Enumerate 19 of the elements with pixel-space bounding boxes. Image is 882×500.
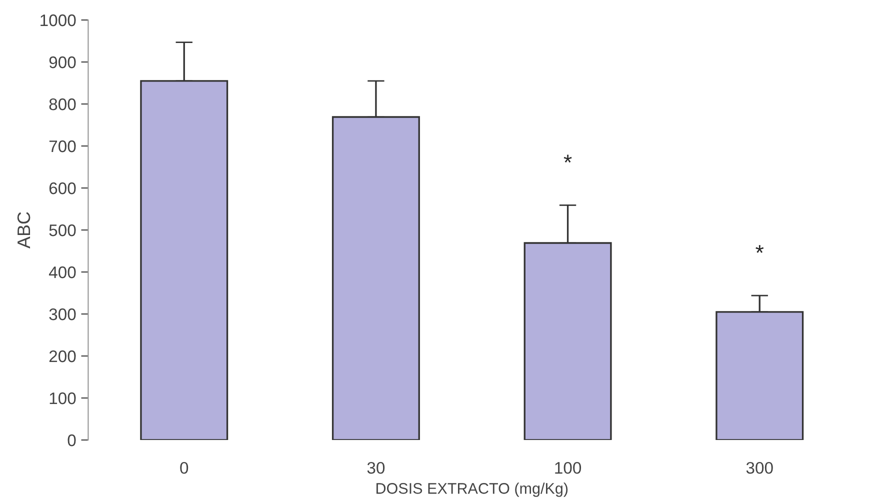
x-tick-label: 30 [367, 462, 385, 474]
y-tick-label: 200 [49, 350, 76, 362]
annotation: * [756, 245, 764, 253]
x-tick-label: 300 [746, 462, 773, 474]
y-tick-label: 500 [49, 224, 76, 236]
y-tick-label: 400 [48, 266, 76, 278]
y-tick-label: 700 [49, 140, 76, 152]
y-tick-label: 300 [49, 308, 76, 320]
x-tick-label: 0 [180, 462, 188, 474]
y-tick-label: 0 [68, 434, 76, 446]
y-tick-label: 800 [49, 98, 76, 110]
y-tick-label: 100 [50, 392, 76, 404]
annotation: * [564, 154, 572, 163]
y-tick-label: 1000 [40, 14, 76, 26]
x-axis-title: DOSIS EXTRACTO (mg/Kg) [376, 482, 568, 497]
x-tick-label: 100 [555, 462, 582, 474]
y-tick-label: 900 [49, 56, 76, 68]
y-axis-title: ABC [17, 212, 30, 249]
y-tick-label: 600 [49, 182, 76, 194]
